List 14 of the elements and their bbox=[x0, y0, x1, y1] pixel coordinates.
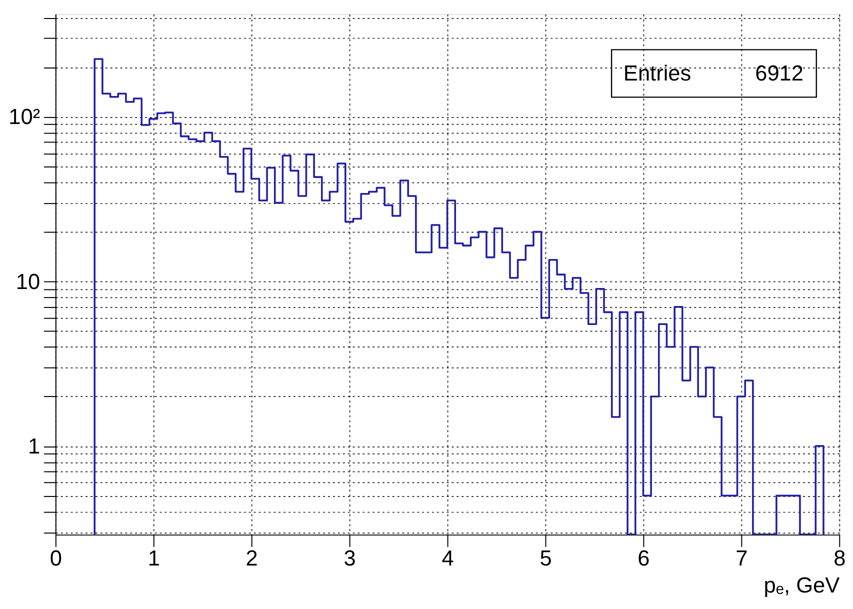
x-tick-label: 3 bbox=[344, 546, 356, 571]
x-tick-label: 5 bbox=[540, 546, 552, 571]
x-tick-label: 2 bbox=[246, 546, 258, 571]
x-tick-label: 4 bbox=[442, 546, 454, 571]
x-tick-label: 6 bbox=[638, 546, 650, 571]
x-tick-label: 8 bbox=[834, 546, 846, 571]
text: Entries 6912 bbox=[623, 60, 804, 86]
y-tick-label: 10 bbox=[16, 268, 40, 294]
y-tick-label: 1 bbox=[28, 433, 40, 458]
x-axis-title: pₑ, GeV bbox=[764, 572, 840, 598]
x-tick-label: 0 bbox=[50, 546, 62, 571]
y-tick-label: 10² bbox=[8, 104, 40, 130]
x-tick-label: 7 bbox=[736, 546, 748, 571]
x-tick-label: 1 bbox=[148, 546, 160, 571]
